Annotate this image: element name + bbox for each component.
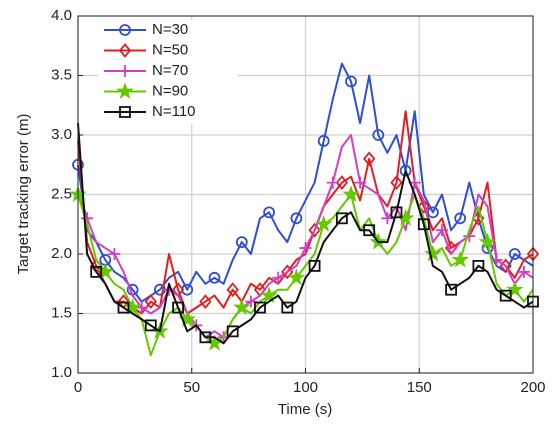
marker	[281, 301, 294, 314]
series-line	[77, 123, 534, 345]
marker	[117, 301, 130, 314]
x-tick-label: 0	[74, 379, 82, 396]
marker	[287, 268, 306, 286]
marker	[235, 236, 248, 249]
x-tick-label: 50	[183, 379, 200, 396]
marker	[335, 175, 349, 191]
marker	[436, 224, 448, 237]
marker	[372, 129, 385, 141]
y-tick-label: 3.0	[51, 126, 72, 143]
marker	[119, 65, 131, 77]
y-tick-label: 4.0	[51, 7, 72, 24]
marker	[119, 106, 131, 118]
marker	[254, 301, 266, 314]
marker	[363, 224, 376, 237]
marker	[417, 198, 430, 214]
marker	[272, 271, 285, 284]
marker	[424, 244, 442, 262]
marker	[417, 218, 430, 231]
marker	[317, 135, 330, 147]
x-tick-label: 200	[520, 379, 545, 396]
marker	[390, 175, 403, 191]
marker	[308, 222, 321, 238]
marker	[208, 271, 221, 284]
marker	[119, 24, 131, 36]
marker	[345, 75, 357, 88]
marker	[144, 294, 157, 310]
y-tick-label: 1.0	[51, 364, 72, 381]
marker	[451, 250, 469, 268]
y-tick-label: 2.0	[51, 245, 72, 262]
marker	[314, 215, 333, 232]
marker	[226, 282, 239, 298]
marker	[472, 259, 485, 272]
marker	[144, 319, 157, 332]
marker	[118, 43, 132, 58]
marker	[490, 253, 503, 266]
marker	[342, 185, 360, 203]
legend-label: N=110	[152, 103, 196, 120]
marker	[108, 248, 121, 260]
marker	[445, 283, 458, 296]
legend-label: N=90	[152, 82, 188, 99]
marker	[454, 212, 467, 225]
y-axis-label: Target tracking error (m)	[15, 114, 32, 275]
marker	[390, 206, 403, 219]
series	[77, 123, 539, 345]
marker	[172, 301, 185, 314]
plot-frame	[77, 15, 534, 374]
marker	[135, 301, 148, 314]
series	[77, 134, 534, 344]
marker	[381, 212, 394, 225]
marker	[263, 206, 276, 219]
marker	[299, 242, 312, 255]
x-tick-label: 100	[293, 379, 318, 396]
marker	[508, 248, 521, 260]
marker	[199, 331, 212, 344]
y-tick-label: 2.5	[51, 185, 72, 202]
marker	[308, 259, 321, 272]
marker	[499, 289, 512, 302]
legend-label: N=30	[152, 21, 188, 38]
marker	[244, 295, 257, 308]
legend-label: N=50	[152, 41, 188, 58]
marker	[505, 280, 524, 298]
x-tick-label: 150	[407, 379, 432, 396]
marker	[260, 286, 278, 304]
y-tick-label: 1.5	[51, 304, 72, 321]
marker	[426, 206, 439, 219]
legend: N=30 N=50 N=70 N=90 N=110	[98, 20, 238, 124]
marker	[199, 294, 212, 310]
marker	[290, 212, 303, 225]
legend-label: N=70	[152, 62, 188, 79]
marker	[326, 176, 339, 189]
marker	[226, 325, 239, 338]
y-tick-label: 3.5	[51, 66, 72, 83]
marker	[363, 151, 376, 167]
marker	[335, 212, 348, 225]
x-axis-label: Time (s)	[278, 401, 332, 418]
marker	[517, 265, 530, 278]
marker	[116, 82, 134, 100]
marker	[478, 232, 497, 250]
marker	[233, 298, 251, 315]
marker	[399, 164, 412, 177]
marker	[90, 265, 103, 278]
marker	[354, 176, 367, 189]
